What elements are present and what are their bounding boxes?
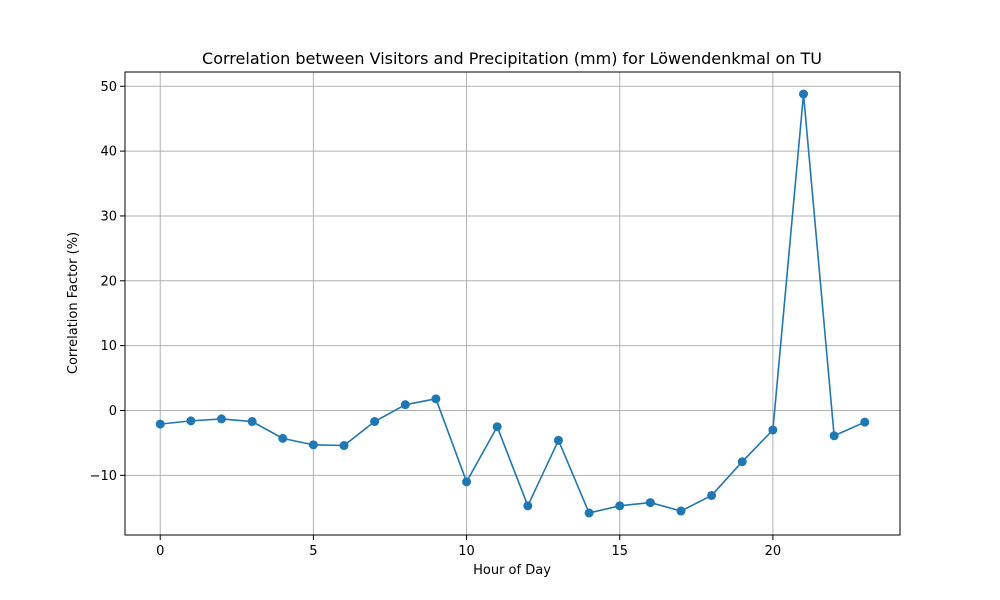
y-tick-label: 40 — [100, 145, 117, 160]
data-point — [645, 498, 655, 508]
y-tick-label: −10 — [90, 469, 117, 484]
chart-title: Correlation between Visitors and Precipi… — [202, 49, 822, 68]
y-axis-label: Correlation Factor (%) — [66, 232, 81, 374]
y-tick-label: 30 — [100, 209, 117, 224]
x-tick-label: 10 — [458, 544, 475, 559]
data-point — [308, 440, 318, 450]
x-axis-label: Hour of Day — [473, 563, 551, 578]
plot-frame — [124, 71, 901, 536]
y-tick-label: 50 — [100, 80, 117, 95]
data-point — [737, 457, 747, 467]
x-tick-label: 20 — [765, 544, 782, 559]
data-point — [247, 417, 257, 427]
x-tick-label: 0 — [156, 544, 164, 559]
data-point — [860, 417, 870, 427]
data-point — [523, 501, 533, 511]
data-point — [584, 508, 594, 518]
data-point — [492, 422, 502, 432]
data-point — [799, 89, 809, 99]
grid — [125, 72, 900, 535]
data-point — [155, 419, 165, 429]
data-point — [676, 506, 686, 516]
data-point — [370, 417, 380, 427]
series-line — [160, 93, 866, 514]
data-point — [400, 400, 410, 410]
data-point — [829, 431, 839, 441]
data-point — [431, 394, 441, 404]
series-group — [155, 89, 870, 518]
y-tick-label: 20 — [100, 274, 117, 289]
y-tick-label: 10 — [100, 339, 117, 354]
data-point — [553, 435, 563, 445]
data-point — [707, 490, 717, 500]
data-point — [339, 441, 349, 451]
data-point — [216, 414, 226, 424]
data-point — [615, 501, 625, 511]
x-tick-label: 15 — [611, 544, 628, 559]
data-point — [768, 425, 778, 435]
data-point — [186, 416, 196, 426]
data-point — [278, 433, 288, 443]
x-tick-label: 5 — [309, 544, 317, 559]
axis-ticks: 0 5 10 15 20 −10 0 10 20 30 40 50 — [90, 80, 782, 559]
y-tick-label: 0 — [109, 404, 117, 419]
data-point — [462, 477, 472, 487]
